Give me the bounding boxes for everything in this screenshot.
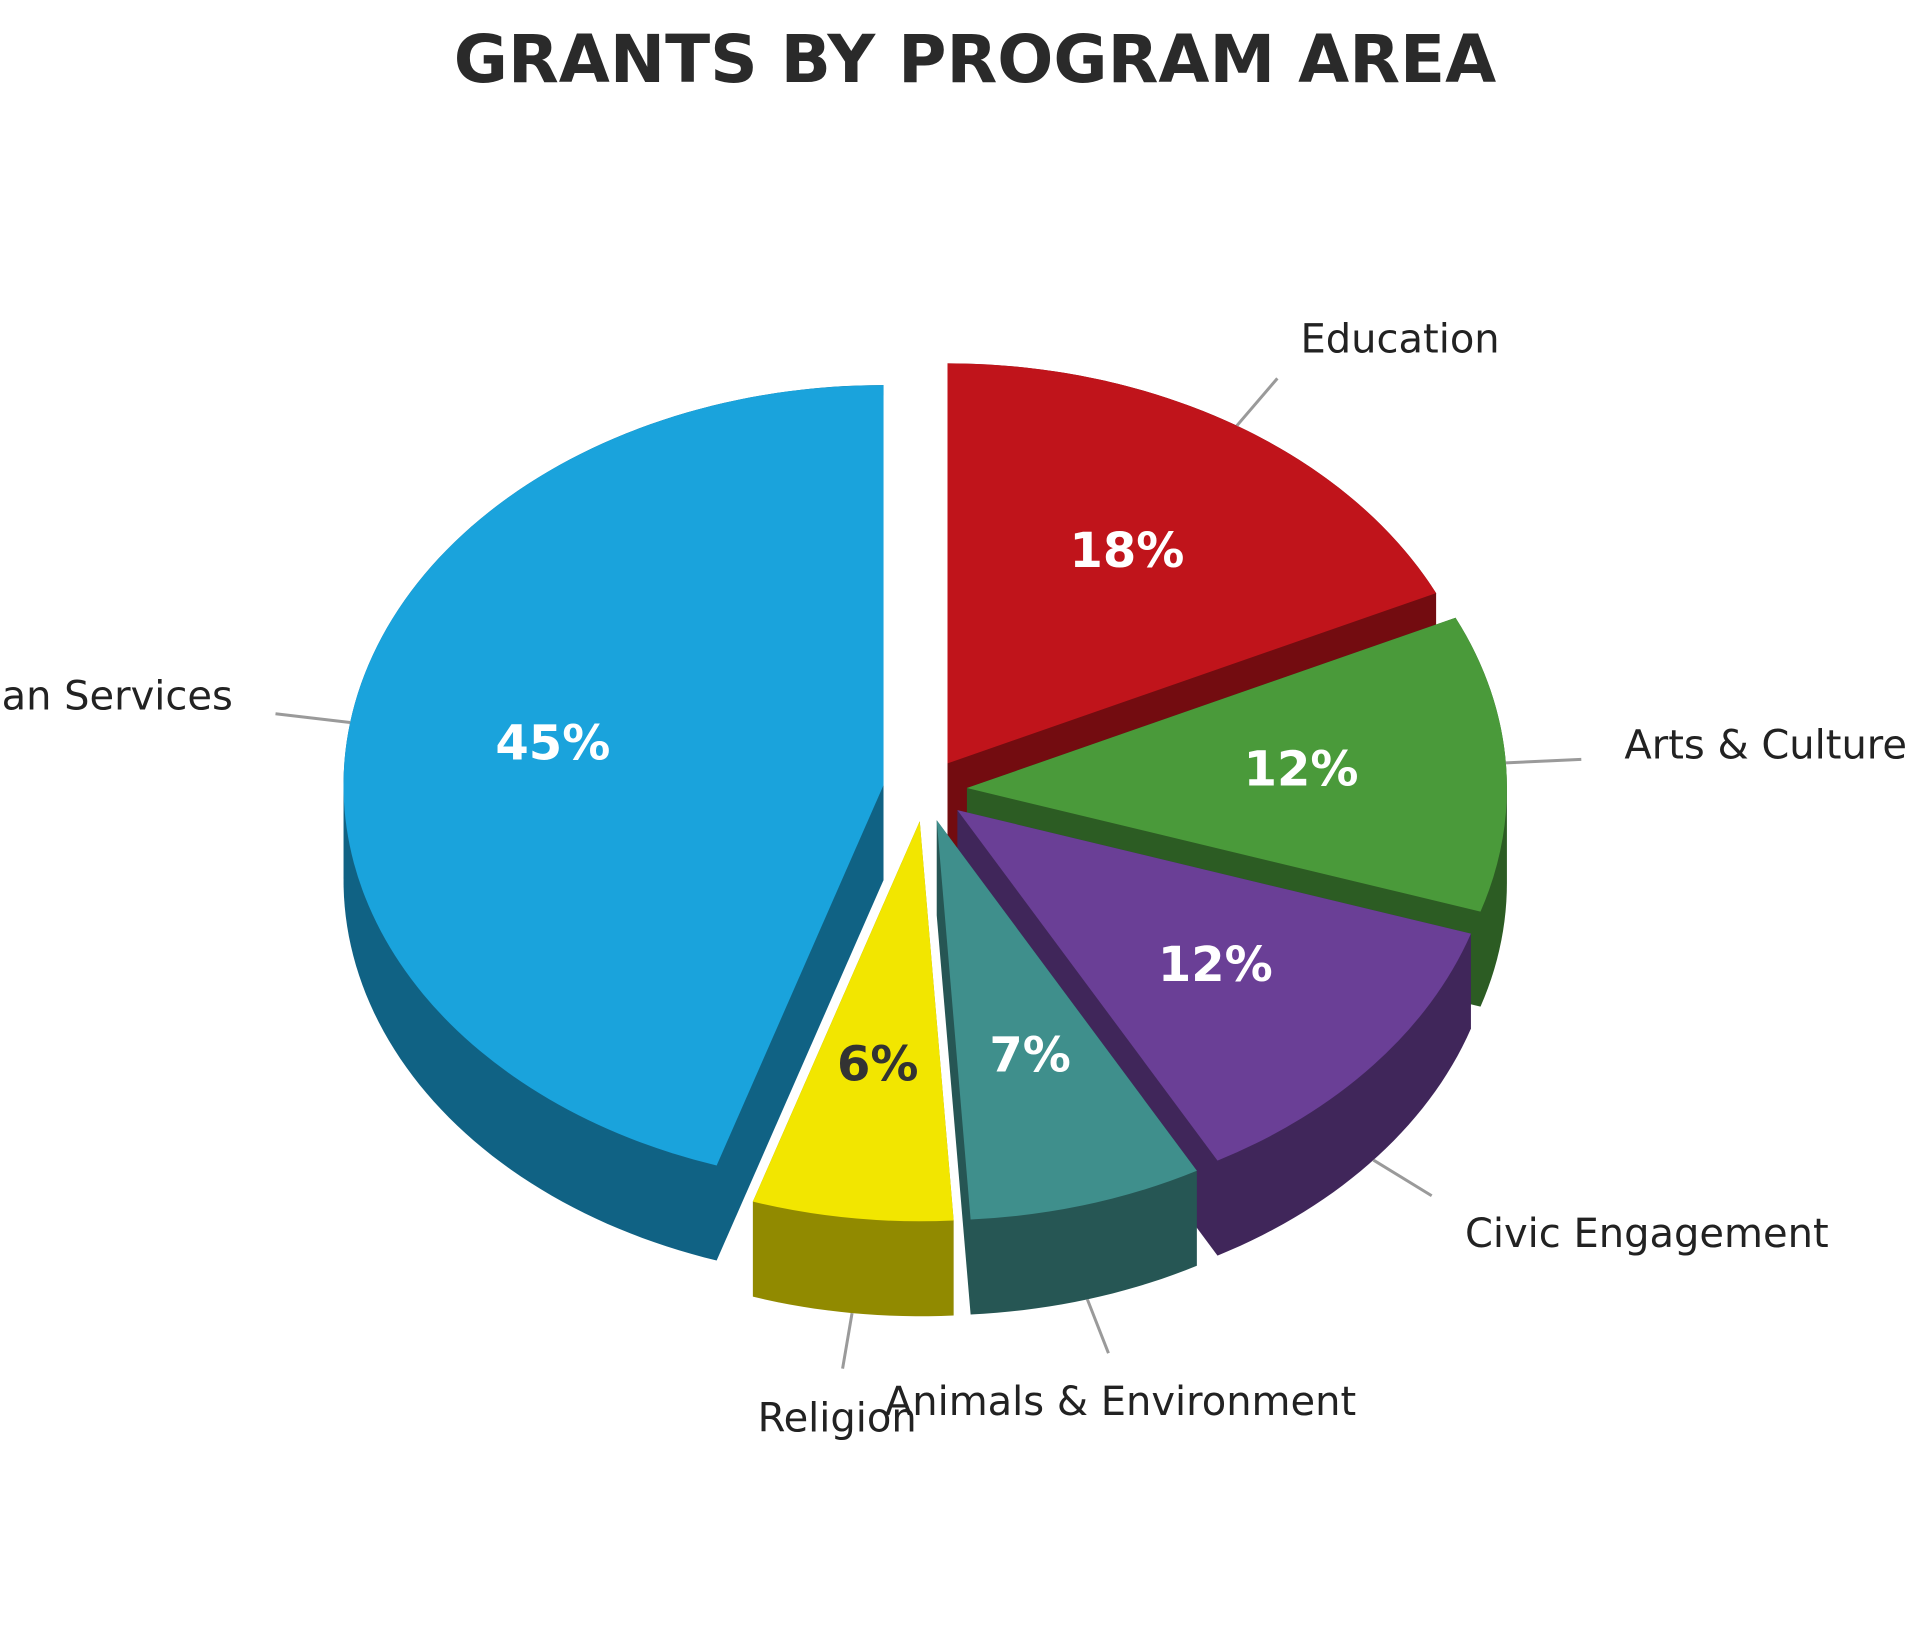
category-label: Religion	[758, 1395, 917, 1441]
value-label: 18%	[1069, 523, 1184, 579]
leader-line	[275, 712, 351, 724]
slice	[752, 821, 954, 1222]
leader-line	[1372, 1158, 1433, 1198]
slice	[936, 820, 1197, 1220]
slice	[966, 617, 1507, 912]
slice-group	[936, 820, 1197, 1315]
category-label: Animals & Environment	[885, 1379, 1356, 1425]
slice	[947, 363, 1437, 764]
leader-line	[1235, 377, 1279, 427]
value-label: 7%	[989, 1027, 1071, 1083]
slice-group	[343, 385, 884, 1261]
value-label: 12%	[1244, 741, 1359, 797]
slice-group	[947, 363, 1437, 859]
category-label: Civic Engagement	[1465, 1211, 1829, 1257]
leader-line	[1505, 757, 1582, 765]
category-label: Arts & Culture	[1624, 722, 1907, 768]
slice-group	[957, 810, 1471, 1256]
leader-line	[841, 1312, 854, 1369]
chart-title: GRANTS BY PROGRAM AREA	[454, 21, 1496, 98]
category-label: Education	[1301, 316, 1500, 362]
value-label: 6%	[837, 1036, 919, 1092]
slice	[957, 810, 1471, 1161]
value-label: 45%	[495, 715, 610, 771]
slice	[343, 385, 884, 1166]
slice-group	[752, 821, 954, 1317]
leader-line	[1085, 1298, 1110, 1354]
category-label: Human Services	[0, 674, 233, 720]
value-label: 12%	[1158, 937, 1273, 993]
